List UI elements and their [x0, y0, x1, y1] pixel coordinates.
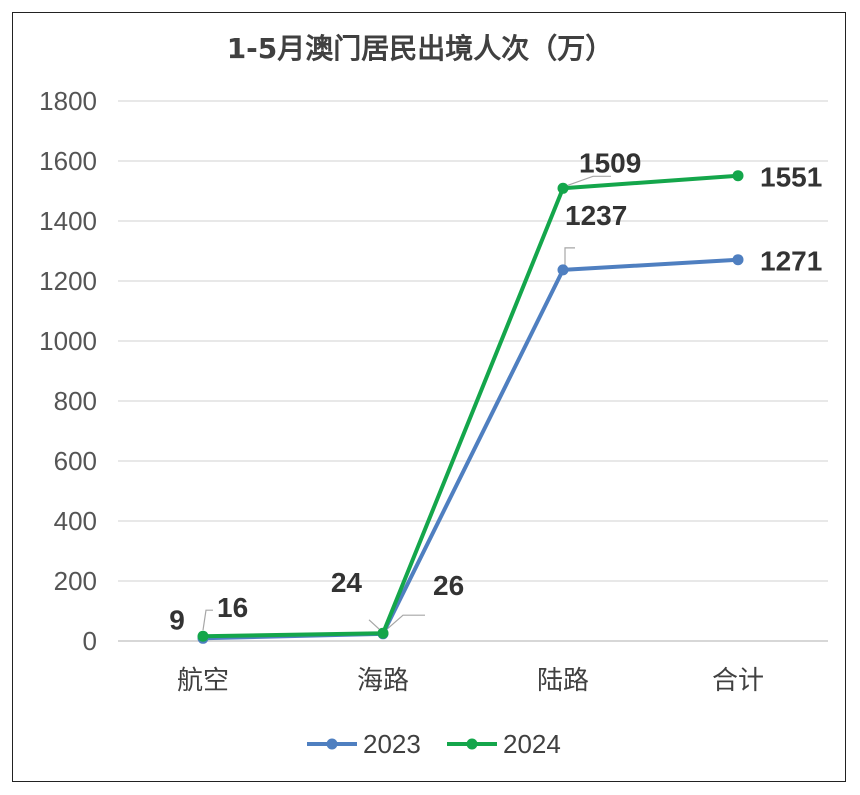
legend-label-2024: 2024 — [503, 729, 561, 759]
y-tick-label: 1200 — [39, 266, 97, 296]
chart-title: 1-5月澳门居民出境人次（万） — [227, 32, 614, 65]
legend-marker-2023 — [326, 738, 338, 750]
legend-marker-2024 — [466, 738, 478, 750]
data-point-2024 — [197, 630, 209, 642]
data-label-2023: 9 — [169, 604, 185, 635]
y-tick-label: 800 — [54, 386, 97, 416]
data-label-2023: 1271 — [760, 246, 822, 277]
data-label-2024: 1509 — [579, 147, 641, 178]
y-tick-label: 1400 — [39, 206, 97, 236]
label-leader-line — [564, 175, 611, 187]
x-category-label: 陆路 — [537, 666, 589, 696]
y-tick-label: 0 — [83, 626, 97, 656]
data-point-2024 — [732, 170, 744, 182]
label-leader-line — [564, 247, 575, 268]
y-tick-label: 200 — [54, 566, 97, 596]
series-line-2024 — [202, 173, 739, 639]
data-point-2024 — [377, 627, 389, 639]
data-point-2024 — [557, 182, 569, 194]
data-label-2023: 24 — [331, 567, 363, 598]
x-category-label: 海路 — [357, 666, 409, 696]
y-tick-label: 600 — [54, 446, 97, 476]
data-label-2024: 16 — [217, 592, 248, 623]
x-category-label: 合计 — [712, 666, 764, 696]
y-tick-label: 1600 — [39, 146, 97, 176]
x-category-label: 航空 — [177, 666, 229, 696]
y-tick-label: 1800 — [39, 86, 97, 116]
legend-label-2023: 2023 — [363, 729, 421, 759]
y-tick-label: 1000 — [39, 326, 97, 356]
chart-frame — [12, 12, 846, 782]
y-tick-label: 400 — [54, 506, 97, 536]
data-label-2024: 26 — [433, 570, 464, 601]
data-point-2023 — [732, 254, 744, 266]
label-leader-line — [202, 609, 213, 631]
data-label-2024: 1551 — [760, 162, 822, 193]
data-label-2023: 1237 — [565, 200, 627, 231]
data-point-2023 — [557, 264, 569, 276]
label-leader-line — [368, 619, 382, 632]
label-leader-line — [386, 614, 425, 630]
